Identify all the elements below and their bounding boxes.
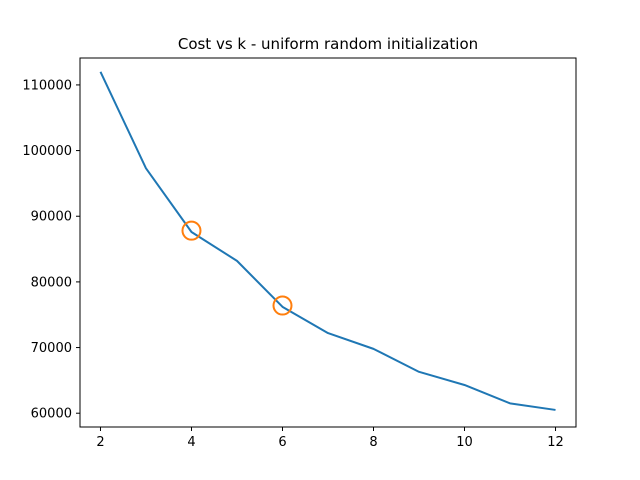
x-tick-label: 2 — [96, 435, 104, 450]
x-tick-label: 8 — [369, 435, 377, 450]
x-tick-label: 10 — [456, 435, 473, 450]
highlight-point — [272, 295, 293, 316]
y-tick-label: 110000 — [22, 78, 72, 93]
x-tick-label: 6 — [278, 435, 286, 450]
series-line — [99, 71, 556, 411]
plot-frame — [79, 57, 577, 428]
y-tick-label: 100000 — [22, 144, 72, 159]
y-tick-label: 60000 — [31, 407, 72, 422]
x-tick-label: 4 — [187, 435, 195, 450]
y-tick-label: 80000 — [31, 275, 72, 290]
y-tick-label: 90000 — [31, 210, 72, 225]
highlight-point — [181, 220, 202, 241]
y-tick-label: 70000 — [31, 341, 72, 356]
chart-title: Cost vs k - uniform random initializatio… — [178, 35, 478, 53]
x-tick-label: 12 — [547, 435, 564, 450]
